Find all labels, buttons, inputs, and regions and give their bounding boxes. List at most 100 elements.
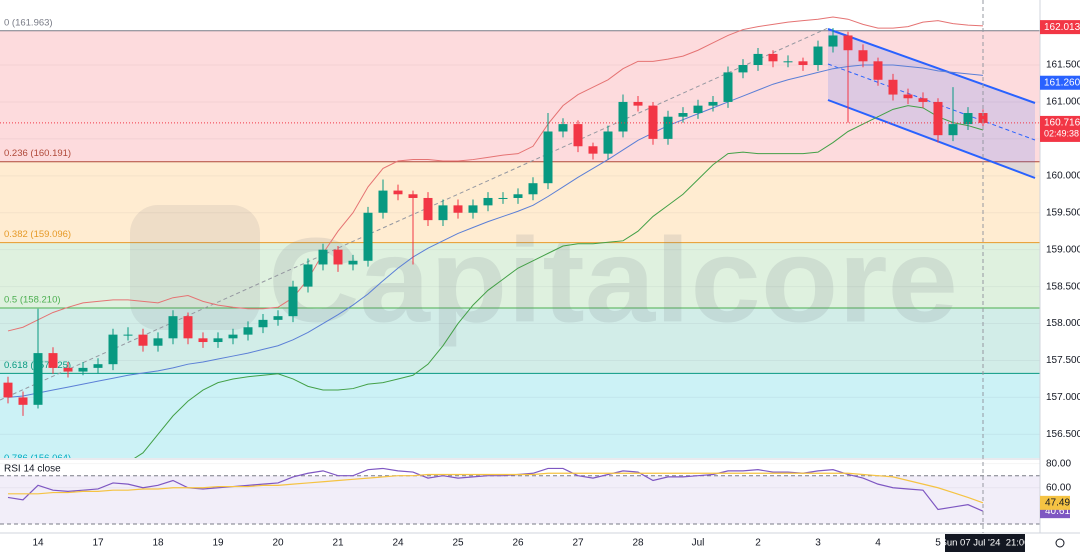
y-tick-label: 157.500: [1046, 355, 1080, 366]
candle-body: [543, 131, 553, 184]
price-tag: [1040, 75, 1080, 90]
fib-label: 0.786 (156.064): [4, 453, 71, 464]
candle-body: [963, 113, 973, 125]
x-tick-label: 4: [875, 538, 881, 549]
candle-body: [918, 98, 928, 102]
fib-zone: [0, 161, 1040, 243]
candle-body: [453, 205, 463, 213]
x-tick-label: 27: [572, 538, 584, 549]
candle-body: [48, 353, 58, 368]
candle-body: [798, 61, 808, 66]
y-tick-label: 161.500: [1046, 60, 1080, 71]
y-tick-label: 159.000: [1046, 244, 1080, 255]
x-tick-label: 20: [272, 538, 284, 549]
fib-label: 0.5 (158.210): [4, 295, 61, 306]
candle-body: [243, 327, 253, 335]
rsi-tag-label: 47.49: [1045, 497, 1070, 508]
candle-body: [648, 105, 658, 139]
candle-body: [678, 113, 688, 117]
candle-body: [3, 382, 13, 398]
candle-body: [573, 124, 583, 147]
rsi-line: [8, 472, 984, 504]
candle-body: [318, 249, 328, 265]
last-price-tag: [1040, 115, 1080, 142]
x-tick-label: 25: [452, 538, 464, 549]
candle-body: [468, 205, 478, 213]
fib-zone: [0, 242, 1040, 309]
candle-body: [723, 72, 733, 102]
x-tick-label: 3: [815, 538, 821, 549]
rsi-pane: [0, 463, 1040, 525]
trend-line: [0, 27, 829, 401]
candle-body: [273, 316, 283, 320]
band-line: [133, 105, 984, 458]
candle-body: [828, 35, 838, 47]
rsi-tick-label: 60.00: [1046, 482, 1071, 493]
candle-body: [933, 101, 943, 136]
candle-body: [423, 197, 433, 221]
candle-body: [708, 101, 718, 106]
candle-body: [588, 146, 598, 154]
candle-body: [618, 101, 628, 132]
band-line: [7, 64, 984, 398]
channel-upper: [827, 28, 1036, 104]
y-tick-label: 161.000: [1046, 97, 1080, 108]
candle-body: [843, 35, 853, 51]
settings-icon[interactable]: [1055, 538, 1065, 548]
candle-body: [768, 53, 778, 62]
candle-body: [738, 65, 748, 73]
candle-body: [303, 264, 313, 287]
x-tick-label: 2: [755, 538, 761, 549]
rsi-tag-label: 40.61: [1045, 506, 1070, 517]
cursor-label: Sun 07 Jul '24 21:00: [941, 538, 1030, 549]
axes: 156.500 157.000 157.500 158.000 158.500 159.0…: [32, 0, 1080, 552]
y-tick-label: 156.500: [1046, 429, 1080, 440]
candle-body: [783, 61, 793, 63]
candle-body: [978, 113, 988, 123]
cursor-label-bg: [945, 534, 1025, 552]
candle-body: [858, 50, 868, 62]
candle-body: [888, 79, 898, 95]
band-line: [7, 16, 984, 332]
y-tick-label: 160.000: [1046, 170, 1080, 181]
candle-body: [138, 334, 148, 346]
rsi-title: RSI 14 close: [4, 464, 61, 475]
candle-body: [63, 367, 73, 372]
candle-body: [168, 316, 178, 339]
x-tick-label: 17: [92, 538, 104, 549]
candle-body: [603, 131, 613, 154]
rsi-tick-label: 80.00: [1046, 458, 1071, 469]
price-tag: [1040, 20, 1080, 35]
x-tick-label: 19: [212, 538, 224, 549]
x-tick-label: 14: [32, 538, 44, 549]
rsi-band: [0, 475, 1040, 524]
candle-body: [288, 286, 298, 317]
candle-body: [633, 101, 643, 106]
candle-body: [948, 124, 958, 136]
candle-body: [18, 397, 28, 405]
y-tick-label: 158.500: [1046, 281, 1080, 292]
candle-body: [183, 316, 193, 339]
channel-mid: [827, 63, 1036, 141]
candle-body: [528, 183, 538, 195]
candle-body: [408, 194, 418, 198]
x-tick-label: 24: [392, 538, 404, 549]
candle-body: [198, 338, 208, 343]
price-tag-label: 162.013: [1044, 22, 1080, 33]
candle-body: [693, 105, 703, 114]
candle-body: [483, 197, 493, 206]
fib-label: 0.236 (160.191): [4, 148, 71, 159]
x-tick-label: 28: [632, 538, 644, 549]
y-tick-label: 159.500: [1046, 207, 1080, 218]
price-pane: [0, 16, 1040, 458]
candle-body: [228, 334, 238, 339]
fib-zone: [0, 373, 1040, 458]
candle-body: [873, 61, 883, 80]
fib-label: 0.382 (159.096): [4, 229, 71, 240]
fib-label: 0 (161.963): [4, 17, 53, 28]
candle-body: [348, 260, 358, 265]
last-price-label: 160.716: [1044, 118, 1080, 129]
candle-body: [78, 367, 88, 372]
